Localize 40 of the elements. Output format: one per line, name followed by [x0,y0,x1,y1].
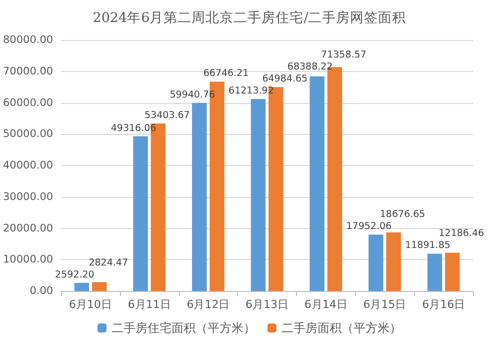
data-label: 17952.06 [346,221,392,232]
data-label: 11891.85 [405,240,450,252]
bar [386,232,401,291]
y-tick-label: 30000.00 [2,190,54,203]
bar [310,76,324,291]
legend-label: 二手房面积（平方米） [282,321,402,335]
x-tick-label: 6月14日 [304,298,348,311]
data-label: 2824.47 [88,257,128,268]
bar [427,254,442,291]
y-tick-label: 50000.00 [2,128,54,140]
bar [74,282,90,291]
data-label: 64984.65 [262,74,308,85]
x-tick-label: 6月11日 [128,298,171,311]
y-tick-label: 10000.00 [2,254,54,266]
data-label: 2592.20 [55,269,94,280]
y-tick-label: 60000.00 [2,96,54,109]
x-tick-label: 6月16日 [422,298,466,311]
bar [445,252,460,291]
bar [192,102,207,291]
y-tick-label: 70000.00 [2,65,54,78]
x-tick-label: 6月12日 [186,298,230,311]
bar [92,282,107,291]
data-label: 68388.22 [287,62,333,73]
bar [368,234,384,291]
legend-label: 二手房住宅面积（平方米） [112,321,256,335]
data-label: 12186.46 [438,228,484,240]
bar [133,136,148,291]
data-label: 18676.65 [380,209,426,220]
y-tick-label: 40000.00 [2,160,54,172]
y-tick-label: 20000.00 [2,222,54,234]
x-tick-label: 6月15日 [363,298,406,311]
data-label: 53403.67 [144,110,190,121]
y-tick-label: 0.00 [30,285,54,297]
x-tick-label: 6月13日 [246,298,289,311]
data-label: 66746.21 [203,68,249,80]
y-tick-label: 80000.00 [2,34,54,46]
x-tick-label: 6月10日 [69,298,112,311]
data-label: 71358.57 [321,50,366,61]
chart-title: 2024年6月第二周北京二手房住宅/二手房网签面积 [92,10,406,26]
bar [250,98,266,291]
